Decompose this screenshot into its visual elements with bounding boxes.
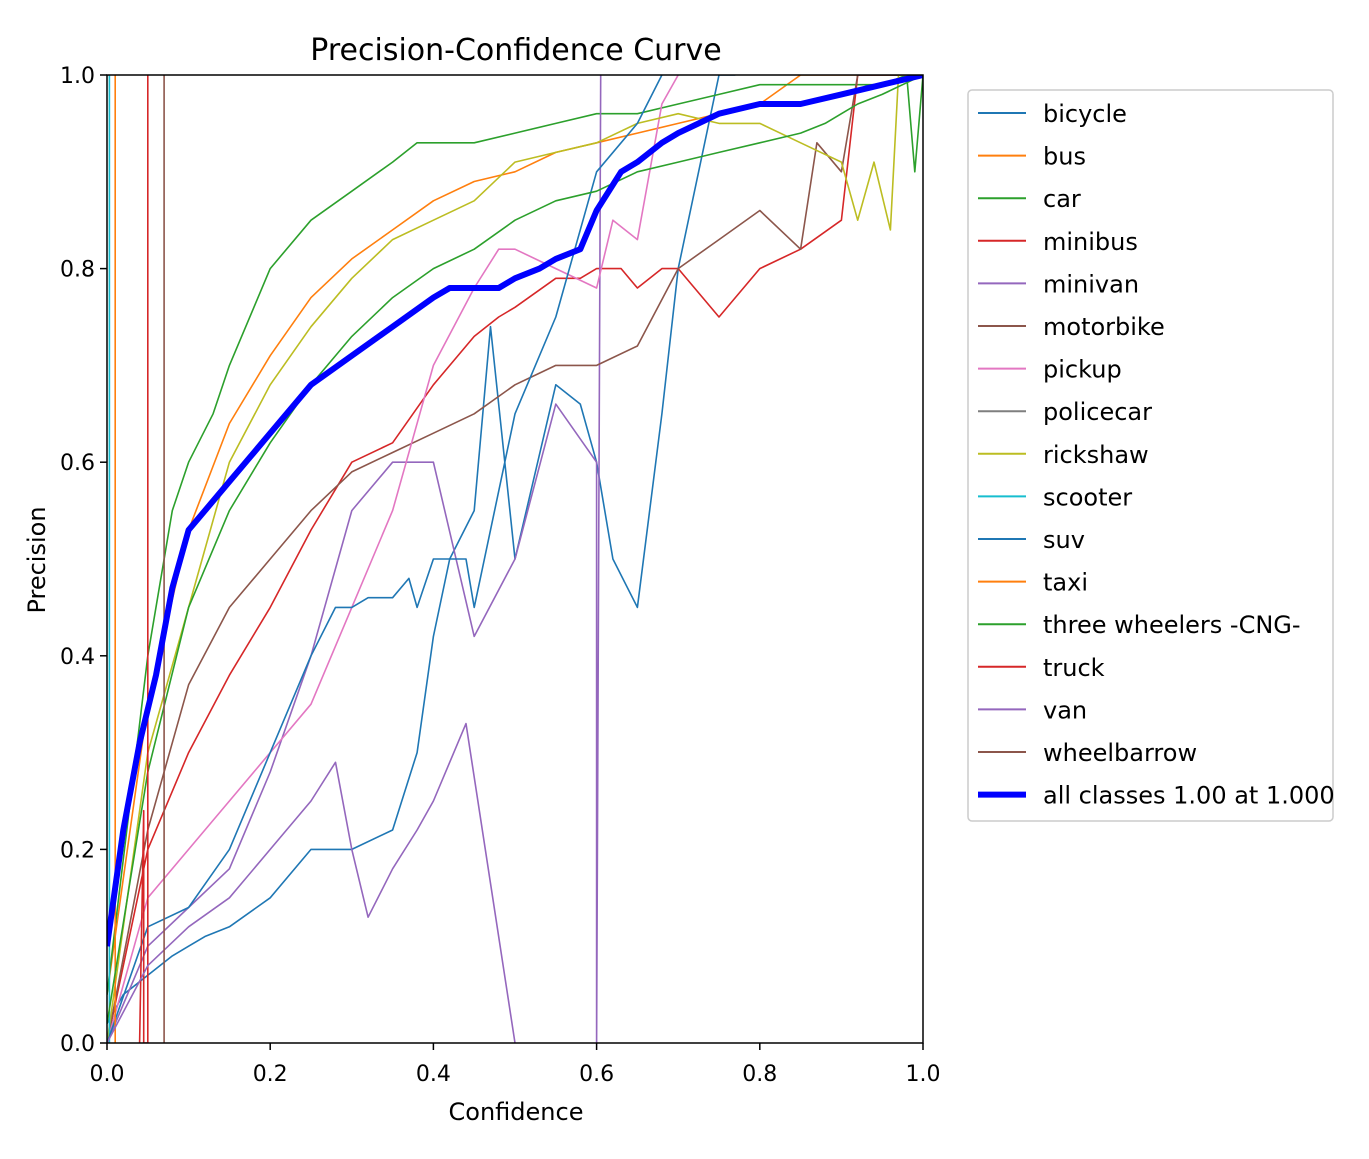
series-line-bus	[107, 75, 923, 995]
plot-frame	[106, 74, 924, 1044]
y-tick-label: 0.6	[60, 451, 95, 476]
series-line-minibus	[107, 75, 923, 1043]
y-axis-label: Precision	[23, 506, 51, 613]
legend-label-van: van	[1043, 696, 1087, 724]
y-ticks: 0.0 0.2 0.4 0.6 0.8 1.0	[60, 64, 107, 1057]
x-tick-label: 0.8	[742, 1062, 777, 1087]
legend-label-all-classes-1-00-at-1-000: all classes 1.00 at 1.000	[1043, 782, 1335, 810]
y-tick-label: 0.4	[60, 645, 95, 670]
legend-label-suv: suv	[1043, 526, 1085, 554]
y-tick-label: 1.0	[60, 64, 95, 89]
legend-label-bus: bus	[1043, 143, 1086, 171]
series-line-three-wheelers-cng	[107, 75, 923, 1024]
legend-label-pickup: pickup	[1043, 356, 1122, 384]
legend-label-car: car	[1043, 185, 1081, 213]
chart-title: Precision-Confidence Curve	[310, 33, 721, 68]
x-axis-label: Confidence	[449, 1098, 584, 1126]
y-tick-label: 0.2	[60, 838, 95, 863]
legend-label-taxi: taxi	[1043, 569, 1088, 597]
series-line-car	[107, 75, 923, 995]
x-tick-label: 0.0	[90, 1062, 125, 1087]
legend-label-truck: truck	[1043, 654, 1105, 682]
series-line-truck	[138, 75, 149, 1043]
series-line-bicycle	[107, 75, 736, 1024]
series-line-pickup	[107, 75, 679, 1043]
legend-label-wheelbarrow: wheelbarrow	[1043, 739, 1197, 767]
x-ticks: 0.0 0.2 0.4 0.6 0.8 1.0	[90, 1043, 941, 1087]
x-tick-label: 0.4	[416, 1062, 451, 1087]
series-line-all-classes-1-00-at-1-000	[107, 75, 923, 947]
series-layer	[107, 75, 923, 1043]
series-line-suv	[107, 75, 663, 1043]
series-line-rickshaw	[107, 75, 923, 1043]
legend-label-minivan: minivan	[1043, 270, 1139, 298]
y-tick-label: 0.8	[60, 258, 95, 283]
legend-label-minibus: minibus	[1043, 228, 1138, 256]
series-line-motorbike	[107, 75, 923, 1043]
legend-label-motorbike: motorbike	[1043, 313, 1165, 341]
x-tick-label: 0.6	[579, 1062, 614, 1087]
legend-label-three-wheelers-cng: three wheelers -CNG-	[1043, 611, 1301, 639]
legend-label-policecar: policecar	[1043, 398, 1152, 426]
legend: bicycle bus car minibus minivan motorbike pick…	[967, 89, 1335, 822]
x-tick-label: 1.0	[906, 1062, 941, 1087]
y-tick-label: 0.0	[60, 1032, 95, 1057]
legend-label-bicycle: bicycle	[1043, 100, 1127, 128]
series-line-van	[107, 722, 516, 1043]
series-line-minivan	[107, 75, 602, 1043]
legend-label-scooter: scooter	[1043, 483, 1132, 511]
legend-box	[967, 89, 1334, 822]
x-tick-label: 0.2	[253, 1062, 288, 1087]
legend-label-rickshaw: rickshaw	[1043, 441, 1149, 469]
